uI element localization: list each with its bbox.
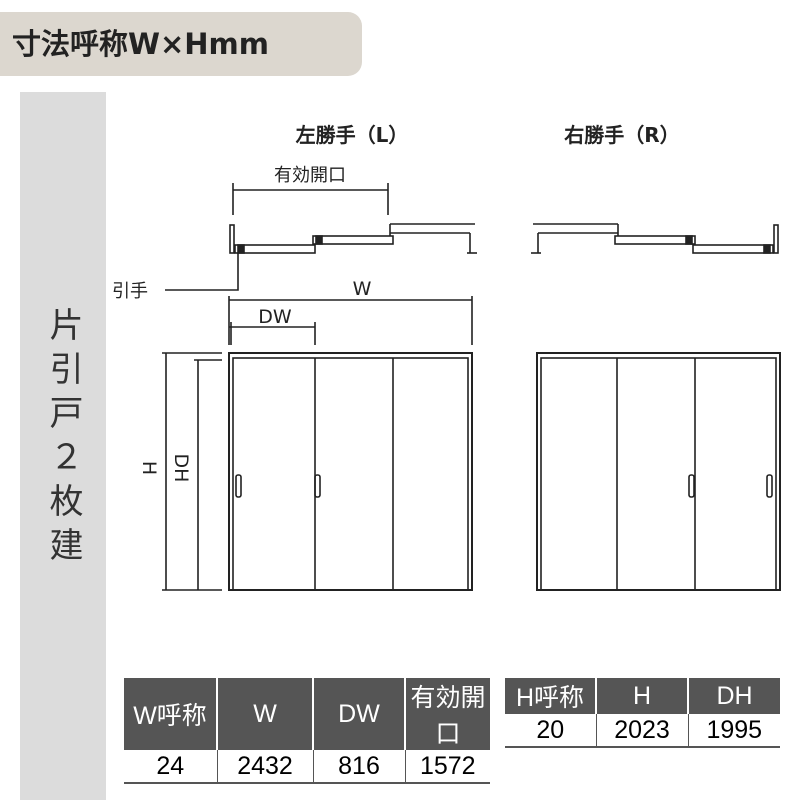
cell: 2023 [595, 714, 688, 748]
col-header: 有効開口 [404, 678, 490, 750]
width-table: W呼称 W DW 有効開口 24 2432 816 1572 [124, 678, 490, 784]
col-header: DW [312, 678, 405, 750]
effective-opening-label: 有効開口 [274, 165, 346, 186]
right-hand-title: 右勝手（R） [564, 123, 679, 147]
h-label: H [138, 461, 160, 475]
sidebar: 片引戸２枚建 [20, 92, 106, 800]
height-table: H呼称 H DH 20 2023 1995 [505, 678, 780, 748]
cell: 20 [505, 714, 596, 748]
right-elevation [536, 352, 781, 591]
dh-label: DH [170, 454, 192, 483]
left-hand-title: 左勝手（L） [296, 123, 409, 147]
cell: 1995 [687, 714, 780, 748]
col-header: W [216, 678, 313, 750]
cell: 24 [124, 750, 217, 784]
header-title: 寸法呼称W×Hmm [0, 12, 362, 76]
handle-label: 引手 [112, 281, 148, 302]
right-plan-view [531, 223, 779, 254]
left-elevation [228, 352, 473, 591]
dw-label: DW [258, 306, 292, 328]
col-header: H [595, 678, 688, 714]
col-header: DH [687, 678, 780, 714]
cell: 1572 [404, 750, 490, 784]
door-type-label: 片引戸２枚建 [43, 307, 83, 571]
col-header: W呼称 [124, 678, 217, 750]
cell: 816 [312, 750, 405, 784]
col-header: H呼称 [505, 678, 596, 714]
w-label: W [353, 278, 372, 300]
cell: 2432 [216, 750, 313, 784]
left-plan-view [165, 183, 477, 291]
